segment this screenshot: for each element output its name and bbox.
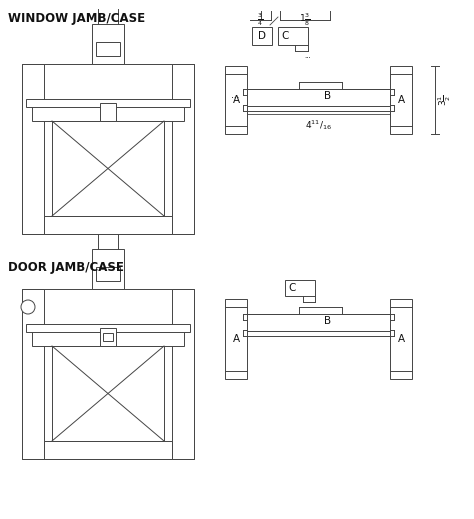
Text: $1\frac{3}{8}$: $1\frac{3}{8}$ <box>299 11 311 28</box>
Text: A: A <box>397 95 405 105</box>
Bar <box>285 280 315 296</box>
Bar <box>278 27 308 45</box>
Text: B: B <box>324 91 331 101</box>
Text: A: A <box>232 334 239 344</box>
Bar <box>92 249 124 289</box>
Text: C: C <box>288 283 296 293</box>
Bar <box>44 441 172 459</box>
Bar <box>172 64 194 234</box>
Circle shape <box>21 300 35 314</box>
Bar <box>26 324 190 332</box>
Bar <box>390 66 412 134</box>
Text: DOOR JAMB/CASE: DOOR JAMB/CASE <box>8 261 124 274</box>
Text: ...: ... <box>305 53 311 59</box>
Bar <box>44 216 172 234</box>
Bar <box>225 299 247 379</box>
Bar <box>96 42 120 56</box>
Text: ⋯: ⋯ <box>231 92 239 102</box>
Bar <box>22 289 44 459</box>
Text: $3\frac{1}{2}$: $3\frac{1}{2}$ <box>437 94 453 106</box>
Bar <box>100 328 116 346</box>
Text: $\frac{3}{4}$: $\frac{3}{4}$ <box>257 11 263 28</box>
Bar <box>103 333 113 341</box>
Text: A: A <box>397 334 405 344</box>
Bar <box>100 103 116 121</box>
Bar <box>22 289 194 459</box>
Bar <box>390 299 412 379</box>
Text: C: C <box>281 31 289 41</box>
Text: D: D <box>258 31 266 41</box>
Bar <box>52 121 164 216</box>
Bar <box>22 64 44 234</box>
Bar <box>32 103 184 121</box>
Bar <box>52 346 164 441</box>
Text: B: B <box>324 316 331 326</box>
Text: A: A <box>232 95 239 105</box>
Bar <box>96 267 120 281</box>
Bar <box>172 289 194 459</box>
Bar <box>247 89 390 111</box>
Bar <box>92 24 124 64</box>
Bar <box>252 27 272 45</box>
Text: $4^{11}/_{16}$: $4^{11}/_{16}$ <box>304 118 331 132</box>
Bar <box>22 64 194 234</box>
Bar <box>32 328 184 346</box>
Text: WINDOW JAMB/CASE: WINDOW JAMB/CASE <box>8 12 145 25</box>
Bar <box>225 66 247 134</box>
Bar <box>26 99 190 107</box>
Bar <box>247 314 390 336</box>
